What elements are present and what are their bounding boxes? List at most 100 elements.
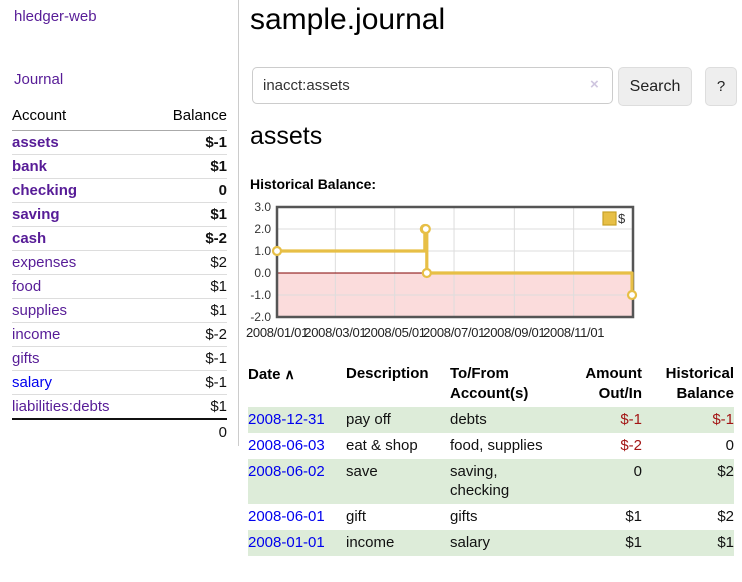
- account-heading: assets: [250, 122, 323, 150]
- transaction-date-link[interactable]: 2008-06-01: [248, 508, 325, 525]
- account-row: bank $1: [12, 154, 227, 179]
- account-link-salary[interactable]: salary: [12, 374, 53, 391]
- account-link-food[interactable]: food: [12, 278, 42, 295]
- legend-label: $: [618, 211, 626, 226]
- transaction-row[interactable]: 2008-06-03 eat & shop food, supplies $-2 0: [248, 433, 734, 459]
- transaction-description: pay off: [346, 411, 391, 428]
- account-link-checking[interactable]: checking: [12, 182, 78, 199]
- transaction-balance: $1: [717, 534, 734, 551]
- account-balance: $-1: [150, 346, 227, 371]
- register-col-date[interactable]: Date ∧: [248, 366, 295, 383]
- clear-search-icon[interactable]: ×: [590, 76, 599, 93]
- account-row: saving $1: [12, 202, 227, 227]
- transaction-description: gift: [346, 508, 367, 525]
- transaction-accounts: food, supplies: [450, 437, 543, 454]
- sidebar-item-journal[interactable]: Journal: [14, 71, 64, 88]
- account-row: expenses $2: [12, 250, 227, 275]
- transaction-date-link[interactable]: 2008-06-02: [248, 463, 325, 480]
- account-link-liabilities-debts[interactable]: liabilities:debts: [12, 398, 110, 415]
- account-column-header: Account: [12, 103, 151, 131]
- transaction-row[interactable]: 2008-06-02 save saving, checking 0 $2: [248, 459, 734, 504]
- account-balance: $-1: [150, 130, 227, 155]
- register-table: Date ∧ Description To/From Account(s) Amo…: [248, 362, 734, 556]
- account-balance: $1: [150, 274, 227, 299]
- transaction-description: save: [346, 463, 378, 480]
- account-link-saving[interactable]: saving: [12, 206, 60, 223]
- sidebar: hledger-web Journal Account Balance asse…: [0, 0, 239, 446]
- x-axis-tick-label: 2008/07/01: [423, 325, 485, 340]
- account-row: income $-2: [12, 322, 227, 347]
- register-col-amount: Amount Out/In: [585, 365, 642, 402]
- transaction-date-link[interactable]: 2008-06-03: [248, 437, 325, 454]
- transaction-description: income: [346, 534, 395, 551]
- transaction-amount: $1: [625, 508, 642, 525]
- y-axis-tick-label: 1.0: [254, 244, 271, 258]
- x-axis-tick-label: 2008/03/01: [304, 325, 366, 340]
- account-link-expenses[interactable]: expenses: [12, 254, 77, 271]
- transaction-balance: $-1: [712, 411, 734, 428]
- app-brand-link[interactable]: hledger-web: [14, 8, 97, 25]
- y-axis-tick-label: 0.0: [254, 266, 271, 280]
- y-axis-tick-label: 2.0: [254, 222, 271, 236]
- data-point-marker: [420, 223, 431, 235]
- account-link-gifts[interactable]: gifts: [12, 350, 40, 367]
- transaction-date-link[interactable]: 2008-12-31: [248, 411, 325, 428]
- account-row: cash $-2: [12, 226, 227, 251]
- x-axis-tick-label: 2008/11/01: [543, 325, 604, 340]
- register-col-balance: Historical Balance: [665, 365, 734, 402]
- register-col-accounts: To/From Account(s): [450, 365, 529, 402]
- account-row: liabilities:debts $1: [12, 394, 227, 420]
- transaction-balance: $2: [717, 508, 734, 525]
- account-balance: $1: [150, 394, 227, 420]
- transaction-date-link[interactable]: 2008-01-01: [248, 534, 325, 551]
- account-link-assets[interactable]: assets: [12, 134, 59, 151]
- register-col-description: Description: [346, 365, 429, 382]
- transaction-accounts: debts: [450, 411, 487, 428]
- register-header-row: Date ∧ Description To/From Account(s) Amo…: [248, 362, 734, 407]
- account-row: food $1: [12, 274, 227, 299]
- x-axis-tick-label: 2008/05/01: [364, 325, 426, 340]
- historical-balance-chart: 3.0 2.0 1.0 0.0 -1.0 -2.02008/01/012008/03/01…: [246, 202, 638, 340]
- help-button[interactable]: ?: [705, 67, 737, 106]
- balance-column-header: Balance: [150, 103, 227, 131]
- data-point-marker: [626, 289, 638, 301]
- account-link-supplies[interactable]: supplies: [12, 302, 68, 319]
- account-row: checking 0: [12, 178, 227, 203]
- account-balance: $-1: [150, 370, 227, 395]
- transaction-row[interactable]: 2008-01-01 income salary $1 $1: [248, 530, 734, 556]
- chart-border: [275, 205, 635, 319]
- account-balance: 0: [150, 178, 227, 203]
- legend-swatch: [602, 211, 617, 226]
- y-axis-tick-label: -2.0: [250, 310, 271, 324]
- account-link-income[interactable]: income: [12, 326, 61, 343]
- search-button[interactable]: Search: [618, 67, 692, 106]
- transaction-balance: $2: [717, 463, 734, 480]
- account-link-bank[interactable]: bank: [12, 158, 48, 175]
- accounts-table: Account Balance assets $-1 bank $1 checking 0…: [12, 103, 227, 444]
- y-axis-tick-label: 3.0: [254, 202, 271, 214]
- account-balance: $-2: [150, 322, 227, 347]
- transaction-amount: $-1: [620, 411, 642, 428]
- account-row: assets $-1: [12, 130, 227, 155]
- account-balance: $1: [150, 154, 227, 179]
- transaction-row[interactable]: 2008-06-01 gift gifts $1 $2: [248, 504, 734, 530]
- transaction-balance: 0: [725, 437, 734, 454]
- account-balance: $1: [150, 298, 227, 323]
- transaction-amount: $1: [625, 534, 642, 551]
- transaction-accounts: saving, checking: [450, 463, 510, 499]
- data-point-marker: [271, 245, 283, 257]
- account-row: supplies $1: [12, 298, 227, 323]
- account-link-cash[interactable]: cash: [12, 230, 47, 247]
- transaction-amount: 0: [633, 463, 642, 480]
- x-axis-tick-label: 2008/01/01: [246, 325, 308, 340]
- transaction-row[interactable]: 2008-12-31 pay off debts $-1 $-1: [248, 407, 734, 433]
- x-axis-tick-label: 2008/09/01: [483, 325, 545, 340]
- transaction-accounts: salary: [450, 534, 491, 551]
- account-row: gifts $-1: [12, 346, 227, 371]
- transaction-amount: $-2: [620, 437, 642, 454]
- transaction-description: eat & shop: [346, 437, 418, 454]
- transaction-accounts: gifts: [450, 508, 478, 525]
- account-balance: $-2: [150, 226, 227, 251]
- search-input[interactable]: [252, 67, 613, 104]
